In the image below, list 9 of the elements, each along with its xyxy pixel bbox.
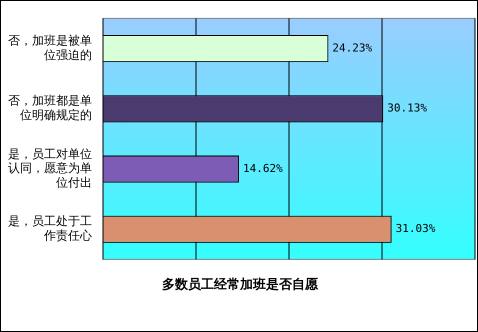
data-label: 31.03%	[396, 222, 436, 236]
text: 多数员工经常加班是否自愿	[162, 278, 319, 293]
y-tick-label: 是，员工处于工作责任心	[8, 214, 92, 243]
data-label: 24.23%	[332, 41, 372, 54]
y-tick-label: 是，员工对单位认同，愿意为单位付出	[8, 146, 92, 190]
y-tick-label: 否，加班是被单位强迫的	[8, 33, 92, 62]
y-tick-label: 否，加班都是单位明确规定的	[8, 94, 92, 122]
data-label: 30.13%	[387, 102, 428, 115]
data-label: 14.62%	[242, 162, 284, 175]
